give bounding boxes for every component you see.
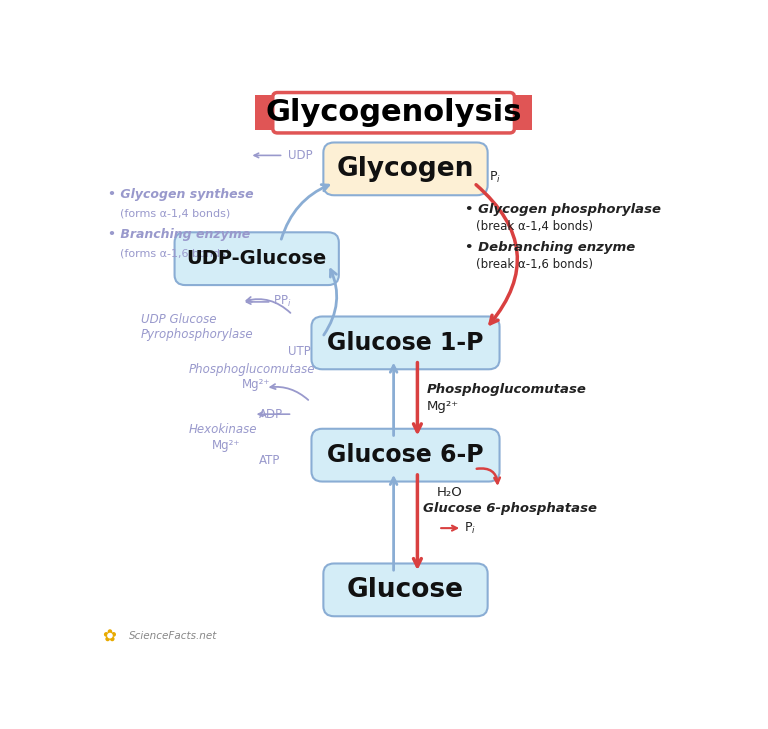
Text: ✿: ✿ (102, 628, 116, 645)
Text: Glycogen: Glycogen (337, 156, 474, 182)
Text: UDP: UDP (288, 149, 313, 162)
Text: UDP-Glucose: UDP-Glucose (187, 249, 327, 268)
Text: Mg²⁺: Mg²⁺ (212, 439, 240, 451)
FancyBboxPatch shape (273, 93, 515, 133)
FancyBboxPatch shape (312, 316, 499, 370)
Text: Hexokinase: Hexokinase (188, 424, 257, 437)
Text: Phosphoglucomutase: Phosphoglucomutase (188, 363, 315, 375)
Text: (break α-1,6 bonds): (break α-1,6 bonds) (475, 258, 593, 271)
FancyBboxPatch shape (312, 429, 499, 482)
Text: • Branching enzyme: • Branching enzyme (108, 228, 250, 241)
Text: • Glycogen phosphorylase: • Glycogen phosphorylase (465, 203, 661, 216)
Text: • Glycogen synthese: • Glycogen synthese (108, 187, 253, 200)
Text: Pyrophosphorylase: Pyrophosphorylase (141, 328, 253, 341)
Text: Glucose 6-phosphatase: Glucose 6-phosphatase (423, 502, 598, 515)
Text: ADP: ADP (259, 408, 283, 421)
Text: (forms α-1,4 bonds): (forms α-1,4 bonds) (120, 208, 230, 218)
FancyBboxPatch shape (323, 142, 488, 195)
Text: UTP: UTP (288, 345, 310, 358)
Text: Glycogenolysis: Glycogenolysis (266, 98, 521, 128)
Text: Glucose 1-P: Glucose 1-P (327, 331, 484, 355)
Text: PP$_i$: PP$_i$ (273, 295, 292, 309)
FancyBboxPatch shape (323, 564, 488, 616)
Polygon shape (507, 95, 532, 130)
Text: P$_i$: P$_i$ (464, 521, 476, 536)
Text: UDP Glucose: UDP Glucose (141, 313, 216, 327)
FancyBboxPatch shape (174, 233, 339, 285)
Text: Glucose 6-P: Glucose 6-P (327, 443, 484, 467)
Text: Mg²⁺: Mg²⁺ (242, 378, 270, 391)
Text: ATP: ATP (259, 454, 280, 467)
Text: (break α-1,4 bonds): (break α-1,4 bonds) (475, 220, 593, 233)
Polygon shape (255, 95, 280, 130)
Text: Mg²⁺: Mg²⁺ (426, 399, 458, 413)
Text: P$_i$: P$_i$ (489, 170, 501, 185)
Text: ScienceFacts.net: ScienceFacts.net (129, 631, 217, 642)
Text: • Debranching enzyme: • Debranching enzyme (465, 241, 635, 254)
Text: Glucose: Glucose (347, 577, 464, 603)
Text: H₂O: H₂O (436, 486, 462, 499)
Text: (forms α-1,6 bonds): (forms α-1,6 bonds) (120, 249, 230, 259)
Text: Phosphoglucomutase: Phosphoglucomutase (426, 383, 586, 396)
